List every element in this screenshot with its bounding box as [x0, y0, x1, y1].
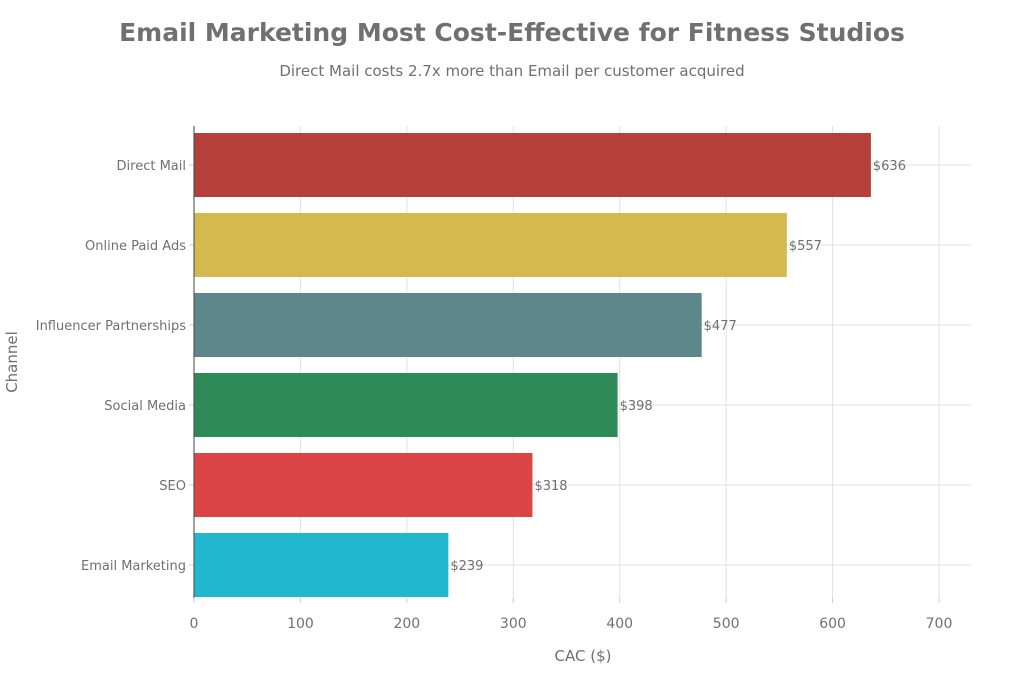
data-label: $477 — [704, 319, 737, 334]
y-tick-label: Social Media — [104, 399, 186, 414]
y-tick-label: Direct Mail — [117, 159, 186, 174]
bar-direct-mail — [194, 133, 871, 197]
y-tick-label: Online Paid Ads — [85, 239, 186, 254]
x-tick-label: 300 — [500, 616, 527, 632]
bar-email-marketing — [194, 533, 449, 597]
y-tick-label: SEO — [159, 479, 186, 494]
data-label: $636 — [873, 159, 906, 174]
x-tick-label: 500 — [713, 616, 740, 632]
x-tick-label: 100 — [287, 616, 314, 632]
bar-influencer-partnerships — [194, 293, 702, 357]
data-label: $557 — [789, 239, 822, 254]
data-label: $239 — [450, 559, 483, 574]
x-tick-label: 600 — [819, 616, 846, 632]
x-tick-label: 700 — [926, 616, 953, 632]
y-axis-title: Channel — [3, 331, 21, 393]
y-tick-label: Email Marketing — [81, 559, 186, 574]
data-label: $398 — [620, 399, 653, 414]
x-tick-label: 400 — [606, 616, 633, 632]
x-tick-label: 200 — [393, 616, 420, 632]
bar-seo — [194, 453, 533, 517]
x-axis-title: CAC ($) — [555, 647, 612, 665]
y-tick-label: Influencer Partnerships — [36, 319, 186, 334]
bar-social-media — [194, 373, 618, 437]
bar-online-paid-ads — [194, 213, 787, 277]
chart-subtitle: Direct Mail costs 2.7x more than Email p… — [279, 62, 745, 80]
data-label: $318 — [534, 479, 567, 494]
chart-title: Email Marketing Most Cost-Effective for … — [119, 18, 905, 47]
x-tick-label: 0 — [190, 616, 199, 632]
